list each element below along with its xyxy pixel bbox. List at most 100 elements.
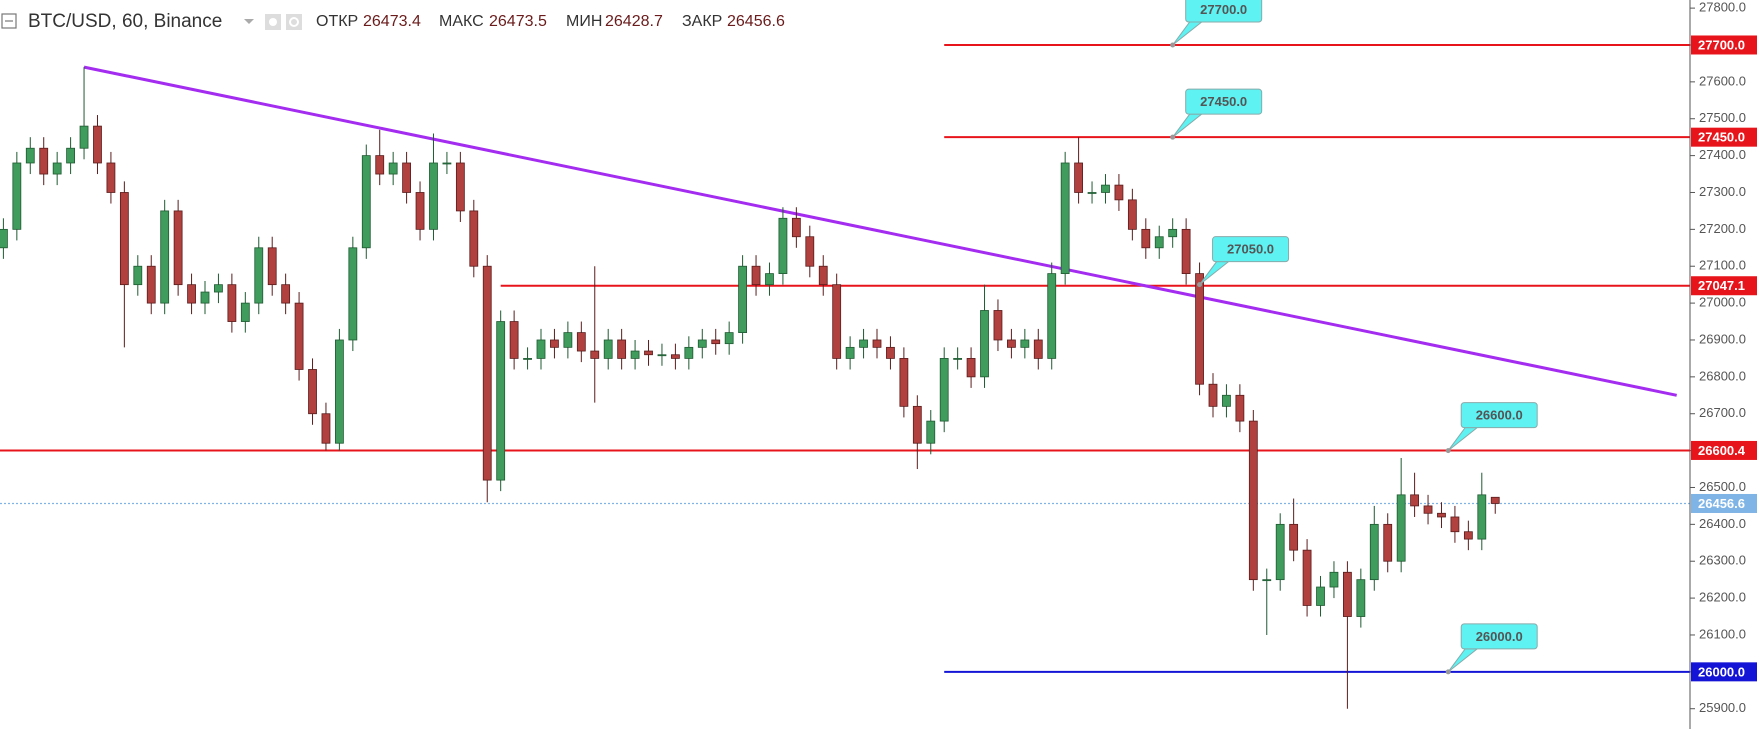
callout-box — [1460, 402, 1538, 429]
candle-body — [1477, 494, 1487, 540]
ohlc-label: ЗАКР — [682, 13, 722, 30]
candle-body — [576, 332, 586, 352]
candle-body — [1490, 496, 1500, 504]
candle-body — [52, 162, 62, 175]
candle-body — [375, 155, 385, 175]
candle-body — [993, 310, 1003, 341]
callout-anchor — [1445, 669, 1451, 675]
candle-body — [1396, 494, 1406, 562]
y-tick-label: 27400.0 — [1699, 147, 1746, 162]
candle-body — [1248, 420, 1258, 581]
candle-body — [1356, 579, 1366, 617]
candle-body — [1275, 523, 1285, 581]
y-tick-label: 27300.0 — [1699, 184, 1746, 199]
candle-body — [765, 273, 774, 286]
candle-body — [845, 346, 855, 359]
candle-body — [442, 162, 452, 165]
candle-body — [1087, 192, 1097, 194]
candle-body — [1343, 571, 1352, 617]
level-price-label: 27047.1 — [1698, 278, 1745, 293]
candle-body — [1302, 549, 1312, 606]
candle-body — [953, 358, 963, 360]
candle-body — [684, 346, 694, 359]
candle-body — [711, 339, 721, 345]
y-tick-label: 27200.0 — [1699, 221, 1746, 236]
candle-body — [1195, 273, 1204, 385]
candle-body — [119, 192, 129, 286]
candle-body — [1141, 228, 1151, 249]
candle-body — [657, 354, 667, 357]
settings-icon-gear — [289, 17, 299, 27]
candle-body — [429, 162, 438, 230]
ohlc-value: 26428.7 — [605, 13, 663, 30]
candle-body — [697, 339, 707, 348]
candle-body — [187, 284, 196, 304]
candle-body — [496, 321, 506, 481]
level-price-label: 26600.4 — [1698, 443, 1746, 458]
candle-body — [361, 155, 371, 249]
settings-icon[interactable] — [286, 14, 302, 30]
candle-body — [1101, 184, 1110, 193]
candle-body — [1235, 394, 1245, 422]
candle-body — [469, 210, 479, 267]
candle-body — [388, 162, 398, 175]
candle-body — [671, 354, 680, 359]
y-tick-label: 26500.0 — [1699, 479, 1746, 494]
dropdown-arrow[interactable] — [244, 19, 254, 24]
callout-label: 26600.0 — [1476, 408, 1523, 423]
candle-body — [899, 358, 909, 407]
candle-body — [1369, 523, 1379, 581]
candle-body — [294, 302, 304, 370]
candle-body — [617, 339, 627, 359]
candle-body — [630, 350, 640, 359]
candle-body — [1074, 162, 1083, 193]
candle-body — [1208, 383, 1218, 407]
candle-body — [254, 247, 264, 304]
candle-body — [590, 350, 600, 359]
candle-body — [1329, 571, 1339, 588]
y-tick-label: 27800.0 — [1699, 0, 1746, 15]
candle-body — [751, 265, 761, 286]
level-price-tag — [1691, 276, 1757, 296]
callout-label: 27700.0 — [1200, 2, 1247, 17]
callout-anchor — [1445, 448, 1451, 454]
candle-body — [926, 420, 936, 444]
candle-body — [39, 147, 49, 175]
last-price-label: 26456.6 — [1698, 496, 1745, 511]
level-price-label: 26000.0 — [1698, 664, 1745, 679]
level-price-tag — [1691, 440, 1757, 460]
candle-body — [240, 302, 250, 322]
candle-body — [966, 358, 976, 378]
candle-body — [724, 332, 734, 345]
y-tick-label: 26100.0 — [1699, 626, 1746, 641]
candle-body — [1007, 339, 1016, 348]
candle-body — [160, 210, 170, 304]
level-price-label: 27450.0 — [1698, 130, 1745, 145]
candle-body — [321, 413, 331, 444]
symbol-title: BTC/USD, 60, Binance — [28, 11, 222, 32]
callout-box — [1460, 623, 1538, 650]
candle-body — [281, 284, 291, 304]
candle-body — [523, 358, 532, 360]
collapse-icon[interactable] — [1, 13, 17, 29]
candle-body — [66, 147, 75, 164]
candle-body — [832, 284, 842, 359]
candle-body — [227, 284, 237, 322]
header: BTC/USD, 60, Binance ОТКР 26473.4 МАКС 2647… — [1, 11, 785, 32]
ohlc-value: 26473.4 — [363, 13, 421, 30]
level-price-tag — [1691, 35, 1757, 55]
callout-label: 27050.0 — [1227, 242, 1274, 257]
candle-body — [509, 321, 519, 359]
y-tick-label: 26900.0 — [1699, 331, 1746, 346]
y-tick-label: 25900.0 — [1699, 700, 1746, 715]
candle-body — [1060, 162, 1070, 275]
candle-body — [402, 162, 412, 193]
callout-label: 27450.0 — [1200, 94, 1247, 109]
y-tick-label: 26200.0 — [1699, 590, 1746, 605]
candle-body — [1463, 531, 1473, 540]
price-scale-bg — [1690, 0, 1757, 729]
candle-body — [1262, 579, 1272, 582]
